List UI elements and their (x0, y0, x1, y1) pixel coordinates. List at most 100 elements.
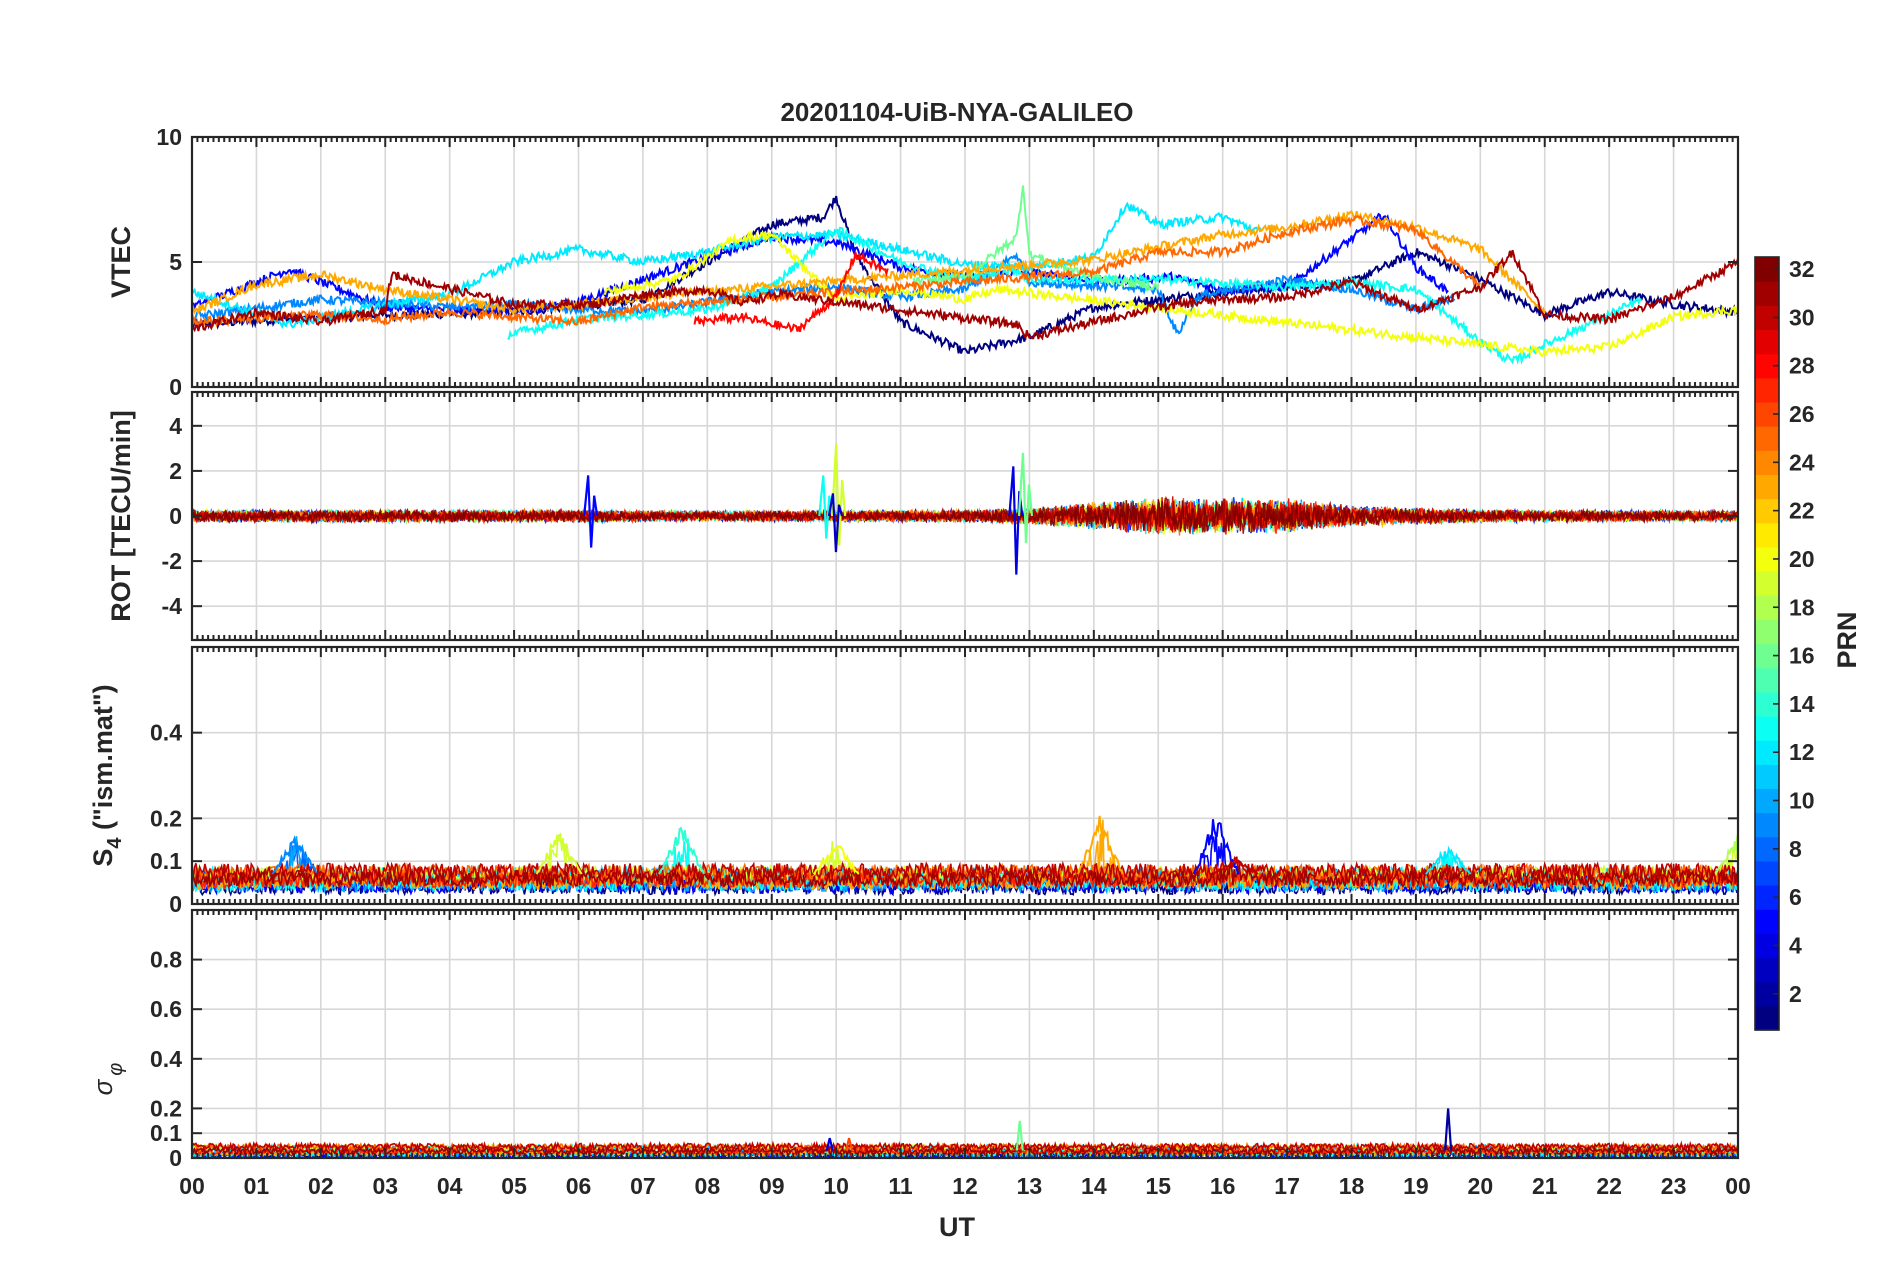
x-tick-label: 11 (888, 1173, 913, 1199)
series-line-prn-25 (192, 215, 1481, 330)
colorbar-tick-label: 16 (1789, 643, 1815, 669)
ticks (191, 910, 1739, 1159)
burst-prn-20 (812, 845, 860, 875)
panel-vtec: 0 5 10 VTEC (106, 124, 1740, 400)
x-tick-label: 18 (1339, 1173, 1365, 1199)
burst-prn-18 (1714, 834, 1738, 875)
series-line-prn-25 (192, 861, 1738, 883)
spike-prn-2 (1444, 1108, 1453, 1151)
series-line-prn-31 (192, 249, 1738, 341)
colorbar-swatch (1755, 474, 1779, 500)
colorbar-swatch (1755, 377, 1779, 403)
x-tick-label: 20 (1468, 1173, 1494, 1199)
colorbar-swatch (1755, 619, 1779, 645)
x-tick-label: 09 (759, 1173, 785, 1199)
spike-prn-16 (1015, 1120, 1024, 1151)
x-tick-label: 00 (179, 1173, 205, 1199)
burst-prn-19 (535, 834, 583, 875)
x-tick-label: 23 (1661, 1173, 1687, 1199)
series-line-prn-28 (693, 250, 889, 333)
y-axis-label: S4 ("ism.mat") (88, 684, 126, 866)
colorbar-frame (1754, 256, 1780, 1031)
y-tick-label: 0 (169, 374, 182, 400)
x-axis: 00 01 02 03 04 05 06 07 08 09 10 11 12 13 14 15 16 17 18 19… (179, 1173, 1751, 1199)
x-tick-label: 12 (952, 1173, 978, 1199)
x-tick-label: 03 (372, 1173, 398, 1199)
x-tick-label: 05 (501, 1173, 527, 1199)
x-tick-label: 15 (1145, 1173, 1171, 1199)
y-tick-label: 0 (169, 891, 182, 917)
x-tick-label: 04 (437, 1173, 463, 1199)
x-tick-label: 17 (1274, 1173, 1300, 1199)
colorbar-swatch (1755, 426, 1779, 451)
spike-prn-16 (1017, 452, 1034, 544)
y-tick-label: 0.2 (150, 1095, 182, 1121)
burst-prn-12 (1424, 845, 1472, 875)
x-tick-label: 22 (1596, 1173, 1622, 1199)
colorbar-tick-label: 6 (1789, 884, 1802, 910)
series-line-prn-31 (192, 863, 1738, 890)
grid (191, 910, 1739, 1159)
y-tick-label: 0.4 (150, 1046, 182, 1072)
x-tick-label: 01 (244, 1173, 270, 1199)
y-tick-label: -2 (162, 548, 182, 574)
colorbar-tick-label: 30 (1789, 304, 1815, 330)
colorbar-swatch (1755, 667, 1779, 693)
colorbar-tick-label: 12 (1789, 739, 1815, 765)
colorbar-tick-label: 10 (1789, 788, 1815, 814)
series-group (192, 443, 1738, 575)
burst-prn-9 (271, 835, 318, 875)
series-group (192, 815, 1738, 898)
colorbar-tick-label: 20 (1789, 546, 1815, 572)
colorbar-tick-label: 22 (1789, 498, 1815, 524)
colorbar-swatch (1755, 715, 1779, 741)
series-line-prn-20 (603, 229, 1738, 358)
x-tick-label: 07 (630, 1173, 656, 1199)
x-tick-label: 02 (308, 1173, 334, 1199)
y-tick-label: 0.2 (150, 805, 182, 831)
colorbar-tick-label: 2 (1789, 981, 1802, 1007)
series-group (192, 185, 1738, 365)
spike-prn-26 (844, 1137, 854, 1151)
spike-prn-19 (831, 443, 847, 546)
x-tick-label: 10 (823, 1173, 849, 1199)
panel-rot: -4 -2 0 2 4 ROT [TECU/min] (106, 390, 1740, 642)
colorbar-label: PRN (1832, 611, 1862, 668)
chart-title: 20201104-UiB-NYA-GALILEO (780, 97, 1133, 127)
colorbar-swatch (1755, 281, 1779, 306)
burst-prn-23 (1076, 815, 1124, 875)
series-line-prn-12 (192, 201, 1262, 329)
y-tick-label: 0.8 (150, 947, 182, 973)
colorbar-tick-label: 32 (1789, 256, 1815, 282)
y-tick-label: 10 (156, 124, 182, 150)
colorbar-tick-label: 14 (1789, 691, 1815, 717)
colorbar-swatch (1755, 522, 1779, 548)
x-tick-label: 13 (1017, 1173, 1043, 1199)
colorbar-swatch (1755, 571, 1779, 596)
colorbar-tick-label: 8 (1789, 836, 1802, 862)
y-tick-label: -4 (162, 593, 183, 619)
y-tick-label: 0.4 (150, 720, 182, 746)
colorbar-tick-label: 4 (1789, 932, 1802, 958)
series-line-prn-23 (192, 210, 1546, 318)
y-tick-label: 2 (169, 458, 182, 484)
burst-prn-14 (658, 826, 706, 875)
panel-s4: 0 0.1 0.2 0.4 S4 ("ism.mat") (88, 645, 1740, 917)
colorbar-swatch (1755, 860, 1779, 886)
panel-sigma: 00.10.2 0.4 0.6 0.8 σφ (88, 908, 1740, 1171)
burst-prn-30 (1212, 855, 1259, 875)
y-tick-label: 5 (169, 249, 182, 275)
spike-prn-5 (583, 475, 599, 548)
colorbar-swatch (1755, 764, 1779, 790)
y-tick-label: 0.6 (150, 996, 182, 1022)
colorbar-tick-label: 18 (1789, 594, 1815, 620)
series-line-prn-32 (192, 500, 1738, 534)
colorbar-tick-label: 24 (1789, 449, 1815, 475)
y-tick-label: 0.1 (150, 848, 182, 874)
colorbar-swatch (1755, 812, 1779, 838)
ticks (191, 647, 1739, 905)
x-tick-label: 00 (1725, 1173, 1751, 1199)
colorbar-swatch (1755, 329, 1779, 355)
